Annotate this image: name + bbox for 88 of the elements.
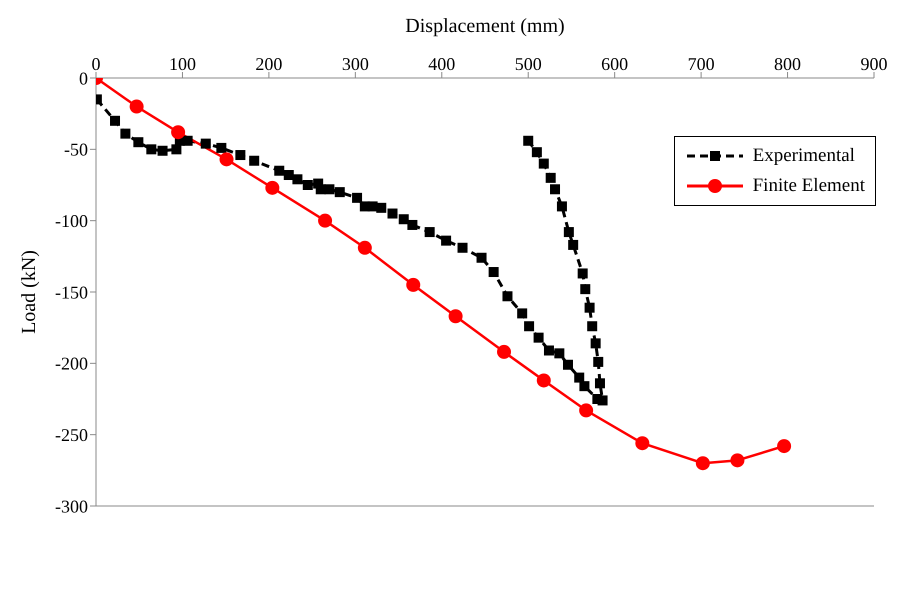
point (562, 360, 573, 370)
point (777, 439, 792, 454)
y-tick-label: -300 (55, 496, 88, 516)
point (568, 240, 578, 250)
point (584, 302, 595, 313)
point (579, 381, 590, 392)
point (265, 180, 280, 195)
legend-label: Experimental (752, 145, 855, 167)
y-tick-label: -50 (64, 140, 88, 160)
y-tick-label: -150 (55, 282, 88, 302)
point (536, 373, 551, 388)
point (524, 321, 534, 332)
point (358, 240, 372, 255)
point (249, 156, 260, 166)
point (130, 100, 144, 114)
y-tick-label: -250 (55, 425, 88, 446)
point (407, 220, 418, 230)
point (517, 308, 528, 318)
point (284, 170, 294, 180)
point (334, 187, 345, 198)
x-tick-label: 500 (514, 54, 542, 74)
point (200, 138, 211, 149)
point (352, 192, 362, 203)
point (523, 136, 534, 146)
point (635, 436, 650, 450)
point (318, 214, 332, 228)
point (146, 144, 156, 154)
point (441, 236, 452, 246)
point (120, 128, 130, 139)
point (376, 202, 386, 213)
point (564, 227, 574, 238)
point (578, 268, 588, 278)
point (476, 252, 487, 263)
point (544, 345, 554, 356)
point (388, 208, 398, 219)
point (550, 184, 560, 194)
point (534, 332, 544, 343)
point (110, 116, 120, 126)
point (158, 146, 168, 156)
y-tick-label: 0 (79, 68, 88, 88)
point (502, 291, 512, 302)
point (171, 144, 182, 154)
point (556, 201, 567, 212)
point (424, 227, 435, 238)
point (598, 395, 608, 406)
point (546, 172, 556, 183)
x-tick-label: 0 (92, 54, 100, 74)
point (587, 321, 598, 332)
point (497, 344, 512, 359)
point (532, 147, 542, 158)
y-tick-label: -100 (55, 211, 88, 232)
x-tick-label: 400 (428, 54, 456, 74)
x-tick-label: 800 (774, 54, 802, 74)
point (580, 284, 590, 294)
x-axis-title: Displacement (mm) (405, 15, 565, 38)
x-tick-label: 900 (860, 54, 888, 74)
point (554, 348, 564, 358)
point (216, 142, 226, 153)
point (292, 174, 302, 184)
x-tick-label: 700 (688, 54, 715, 74)
point (574, 372, 584, 383)
point (696, 456, 710, 470)
point (220, 152, 234, 166)
point (730, 453, 744, 468)
legend-label: Finite Element (752, 175, 865, 197)
y-axis-title: Load (kN) (18, 250, 40, 334)
x-tick-label: 600 (601, 54, 628, 74)
point (458, 242, 468, 253)
point (274, 166, 284, 176)
x-tick-label: 300 (342, 54, 369, 74)
point (302, 180, 313, 190)
point (235, 150, 246, 160)
point (406, 278, 420, 292)
point (171, 125, 186, 140)
point (398, 214, 409, 224)
x-tick-label: 200 (255, 54, 282, 74)
point (133, 137, 144, 148)
y-tick-label: -200 (55, 354, 88, 374)
point (324, 184, 334, 194)
point (182, 136, 193, 146)
point (594, 378, 605, 388)
point (448, 309, 463, 324)
point (590, 338, 601, 348)
x-tick-label: 100 (168, 54, 196, 74)
point (538, 158, 549, 169)
point (488, 267, 499, 278)
point (579, 403, 594, 418)
point (593, 356, 604, 367)
